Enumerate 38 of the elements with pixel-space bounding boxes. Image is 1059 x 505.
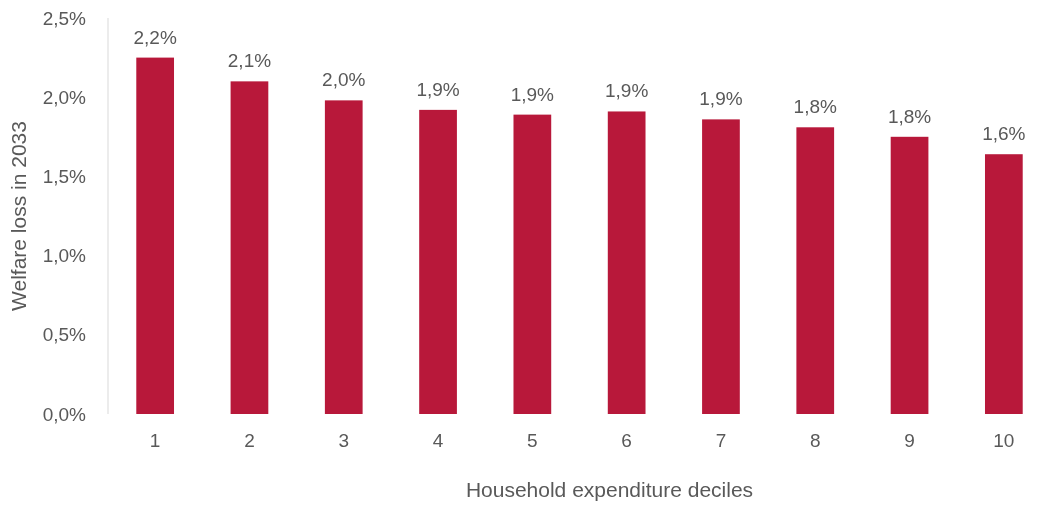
bar <box>230 81 269 414</box>
bar <box>136 57 175 414</box>
y-tick-label: 0,5% <box>42 324 87 346</box>
data-label: 1,8% <box>887 105 932 127</box>
data-label: 1,9% <box>699 88 743 110</box>
x-tick-label: 3 <box>338 430 350 451</box>
x-tick-label: 8 <box>809 430 821 451</box>
data-label: 1,9% <box>416 78 460 100</box>
x-tick-label: 9 <box>904 430 915 451</box>
bar <box>984 154 1023 414</box>
data-label: 1,8% <box>793 96 838 118</box>
bar <box>607 111 646 414</box>
bar <box>702 119 740 414</box>
x-tick-label: 7 <box>715 430 727 451</box>
bar <box>890 136 929 414</box>
x-tick-label: 2 <box>244 430 255 451</box>
data-label: 1,9% <box>604 80 649 102</box>
data-label: 2,1% <box>227 50 272 72</box>
bar <box>796 127 835 414</box>
x-tick-label: 5 <box>527 430 538 451</box>
bar <box>513 114 552 414</box>
x-tick-label: 1 <box>149 430 161 451</box>
data-label: 1,9% <box>510 83 555 105</box>
data-label: 2,2% <box>133 26 177 48</box>
x-axis-title: Household expenditure deciles <box>465 478 754 501</box>
bar <box>419 109 457 414</box>
y-tick-label: 1,0% <box>42 245 87 267</box>
x-tick-label: 4 <box>432 430 444 451</box>
bar <box>324 100 363 414</box>
y-tick-label: 2,0% <box>42 86 87 108</box>
y-axis-title: Welfare loss in 2033 <box>7 121 30 311</box>
y-tick-label: 0,0% <box>42 403 87 425</box>
x-tick-label: 6 <box>621 430 632 451</box>
x-tick-label: 10 <box>993 430 1015 451</box>
data-label: 1,6% <box>982 123 1026 145</box>
y-tick-label: 2,5% <box>42 7 87 29</box>
data-label: 2,0% <box>322 69 366 91</box>
y-tick-label: 1,5% <box>42 166 87 188</box>
